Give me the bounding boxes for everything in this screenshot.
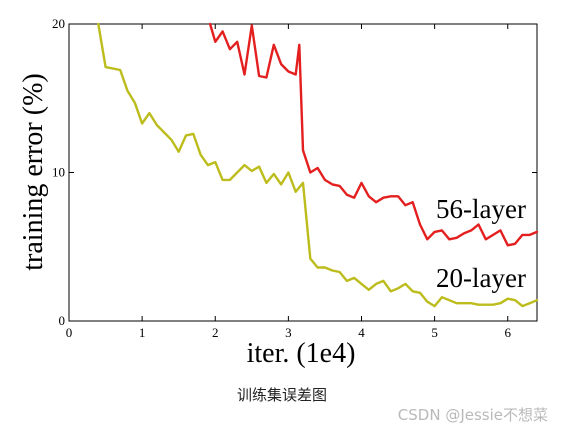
x-tick-label: 5 (431, 325, 438, 340)
y-tick-label: 20 (52, 16, 65, 31)
x-axis-title: iter. (1e4) (247, 338, 356, 369)
x-tick-label: 2 (212, 325, 219, 340)
tick-labels: 0 1 2 3 4 5 6 0 10 20 (52, 16, 512, 340)
x-tick-label: 1 (139, 325, 146, 340)
y-tick-label: 10 (52, 165, 65, 180)
series-label-20-layer: 20-layer (436, 263, 526, 293)
axes (68, 23, 538, 322)
x-tick-label: 6 (505, 325, 512, 340)
x-tick-label: 0 (66, 325, 73, 340)
series-line-20-layer (97, 22, 539, 308)
series-line-56-layer (208, 22, 539, 247)
chart-caption: 训练集误差图 (236, 386, 327, 404)
x-tick-label: 4 (358, 325, 365, 340)
y-tick-label: 0 (59, 313, 66, 328)
series-lines (97, 22, 539, 308)
series-label-56-layer: 56-layer (436, 194, 526, 224)
watermark: CSDN @Jessie不想菜 (397, 406, 548, 424)
x-tick-label: 3 (285, 325, 292, 340)
y-axis-title: training error (%) (18, 73, 49, 270)
